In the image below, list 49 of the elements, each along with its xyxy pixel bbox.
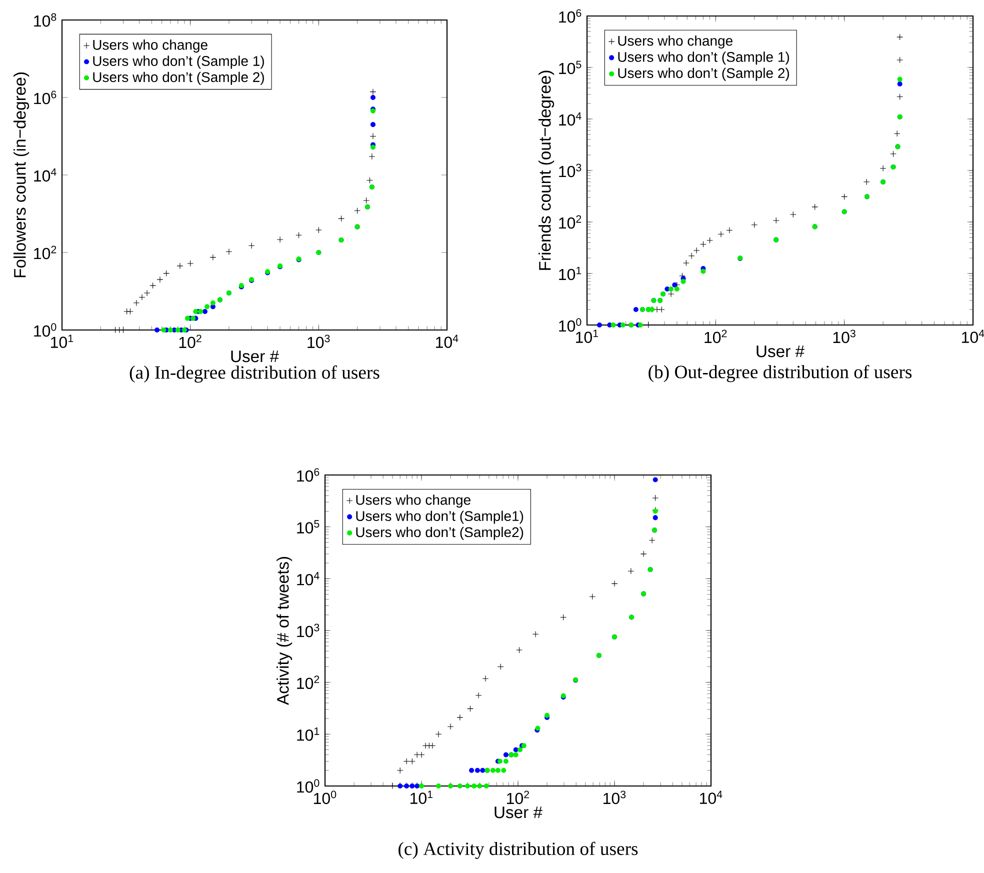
x-tick-label: 10$^{4}$ <box>962 330 984 343</box>
y-tick-label: 10$^{2}$ <box>559 215 582 229</box>
legend-label: Users who don’t (Sample 2) <box>618 68 790 81</box>
x-tick-label: 10$^{3}$ <box>833 330 856 344</box>
y-tick-label: 10$^{0}$ <box>297 779 320 793</box>
x-tick-label: 10$^{3}$ <box>308 334 330 348</box>
y-tick-label: 10$^{1}$ <box>559 266 582 280</box>
x-tick-label: 10$^{3}$ <box>604 790 626 804</box>
x-axis-title: User # <box>231 350 279 362</box>
text: (b) Out-degree distribution of users <box>648 364 912 382</box>
x-tick-label: 10$^{1}$ <box>410 790 433 804</box>
y-axis-title: Followers count (in−degree) <box>14 72 30 278</box>
y-tick-label: 10$^{6}$ <box>559 9 582 23</box>
y-tick-label: 10$^{2}$ <box>34 246 56 260</box>
legend-label: Users who don’t (Sample2) <box>356 526 524 540</box>
x-tick-label: 10$^{4}$ <box>436 334 458 348</box>
y-tick-label: 10$^{4}$ <box>559 112 582 126</box>
y-tick-label: 10$^{1}$ <box>297 728 320 741</box>
y-axis-title: Friends count (out−degree) <box>538 70 554 270</box>
legend-label: Users who change <box>356 494 470 508</box>
y-tick-label: 10$^{0}$ <box>559 318 582 332</box>
y-tick-label: 10$^{2}$ <box>297 676 320 690</box>
x-axis-title: User # <box>494 806 542 818</box>
y-tick-label: 10$^{4}$ <box>34 168 56 182</box>
text: (c) Activity distribution of users <box>398 842 638 859</box>
x-tick-label: 10$^{1}$ <box>51 334 74 348</box>
legend-label: Users who don’t (Sample 1) <box>93 56 264 69</box>
legend-label: Users who change <box>618 35 732 49</box>
x-tick-label: 10$^{1}$ <box>576 330 598 343</box>
text: (a) In-degree distribution of users <box>130 365 380 383</box>
legend-label: Users who don’t (Sample 1) <box>618 52 790 65</box>
y-tick-label: 10$^{5}$ <box>559 60 582 74</box>
x-tick-label: 10$^{2}$ <box>507 790 529 804</box>
y-tick-label: 10$^{8}$ <box>34 13 56 27</box>
x-axis-title: User # <box>756 346 804 358</box>
y-axis-title: Activity (# of tweets) <box>276 556 292 705</box>
x-tick-label: 10$^{4}$ <box>700 790 722 804</box>
y-tick-label: 10$^{3}$ <box>297 624 320 638</box>
y-tick-label: 10$^{4}$ <box>297 572 320 586</box>
y-tick-label: 10$^{6}$ <box>297 468 320 482</box>
legend-label: Users who don’t (Sample1) <box>356 510 524 524</box>
x-tick-label: 10$^{2}$ <box>704 330 727 344</box>
legend-label: Users who change <box>93 40 208 53</box>
legend-label: Users who don’t (Sample 2) <box>93 72 264 85</box>
x-tick-label: 10$^{0}$ <box>314 790 336 804</box>
x-tick-label: 10$^{2}$ <box>179 334 202 348</box>
y-tick-label: 10$^{6}$ <box>34 90 56 104</box>
y-tick-label: 10$^{5}$ <box>297 520 320 534</box>
y-tick-label: 10$^{3}$ <box>559 164 582 178</box>
